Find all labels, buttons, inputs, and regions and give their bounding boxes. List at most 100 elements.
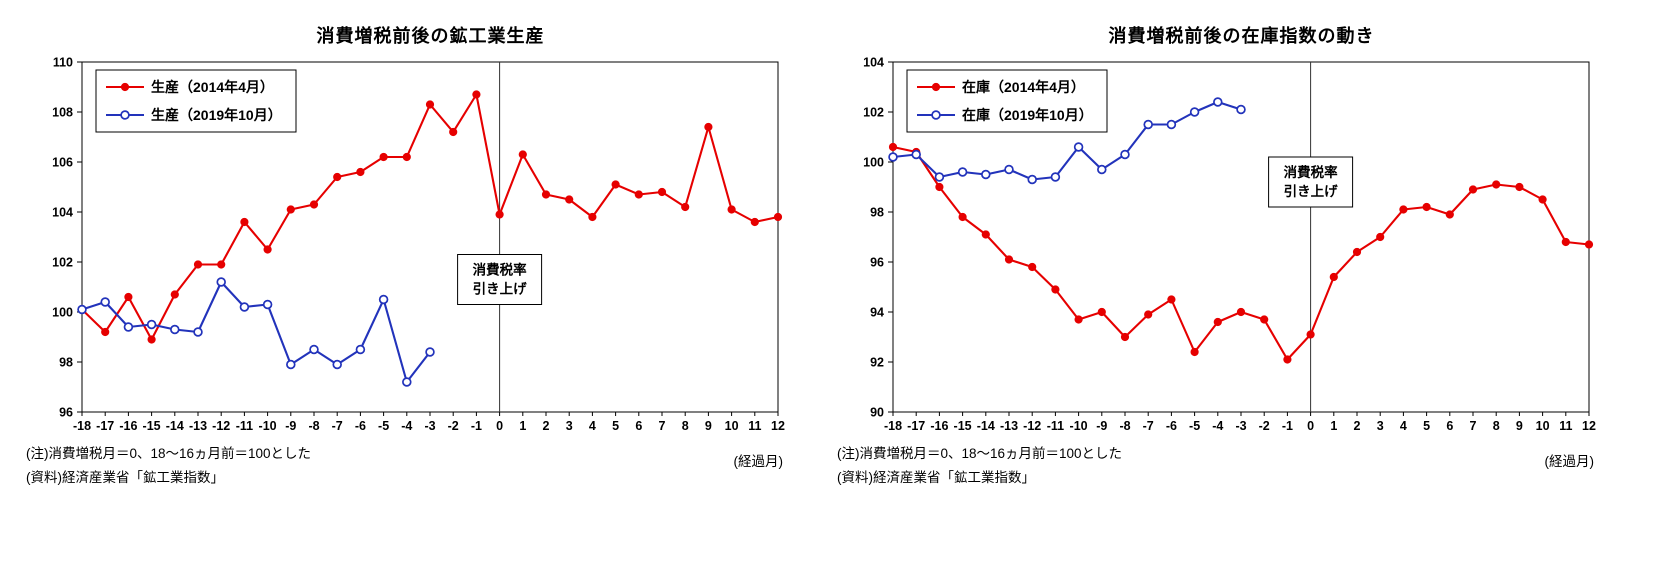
svg-text:生産（2014年4月）: 生産（2014年4月） bbox=[151, 79, 274, 95]
svg-text:104: 104 bbox=[52, 206, 73, 220]
svg-text:-12: -12 bbox=[1023, 419, 1041, 433]
svg-text:-1: -1 bbox=[471, 419, 482, 433]
svg-text:11: 11 bbox=[748, 419, 761, 433]
svg-text:7: 7 bbox=[1470, 419, 1477, 433]
svg-text:-10: -10 bbox=[259, 419, 277, 433]
svg-text:106: 106 bbox=[52, 156, 73, 170]
svg-text:-2: -2 bbox=[1259, 419, 1270, 433]
svg-text:110: 110 bbox=[53, 56, 73, 70]
chart-title-production: 消費増税前後の鉱工業生産 bbox=[316, 26, 545, 46]
svg-text:9: 9 bbox=[705, 419, 712, 433]
chart-footer-production: (注)消費増税月＝0、18～16ヵ月前＝100とした (資料)経済産業省「鉱工業… bbox=[22, 442, 797, 489]
svg-text:5: 5 bbox=[1423, 419, 1430, 433]
panel-industrial-production: 消費増税前後の鉱工業生産 96 98 100 102 104 106 108 110 -18 -1… bbox=[22, 16, 797, 574]
svg-text:-8: -8 bbox=[1119, 419, 1130, 433]
svg-text:6: 6 bbox=[635, 419, 642, 433]
svg-text:-6: -6 bbox=[355, 419, 366, 433]
svg-text:-9: -9 bbox=[285, 419, 296, 433]
svg-text:2: 2 bbox=[1354, 419, 1361, 433]
svg-text:-5: -5 bbox=[378, 419, 389, 433]
svg-text:102: 102 bbox=[863, 106, 884, 120]
chart-notes-production: (注)消費増税月＝0、18～16ヵ月前＝100とした (資料)経済産業省「鉱工業… bbox=[26, 442, 311, 489]
svg-text:-12: -12 bbox=[212, 419, 230, 433]
svg-text:-16: -16 bbox=[119, 419, 137, 433]
svg-text:98: 98 bbox=[59, 356, 73, 370]
svg-text:-3: -3 bbox=[424, 419, 435, 433]
svg-text:-1: -1 bbox=[1282, 419, 1293, 433]
svg-text:10: 10 bbox=[1536, 419, 1550, 433]
svg-text:2: 2 bbox=[543, 419, 550, 433]
svg-text:8: 8 bbox=[1493, 419, 1500, 433]
svg-text:90: 90 bbox=[870, 406, 884, 420]
svg-text:-7: -7 bbox=[1143, 419, 1154, 433]
svg-text:96: 96 bbox=[59, 406, 73, 420]
panel-inventory-index: 消費増税前後の在庫指数の動き 90 92 94 96 98 100 102 104 -18 -17… bbox=[833, 16, 1608, 574]
chart-footer-inventory: (注)消費増税月＝0、18～16ヵ月前＝100とした (資料)経済産業省「鉱工業… bbox=[833, 442, 1608, 489]
svg-text:-6: -6 bbox=[1166, 419, 1177, 433]
svg-text:0: 0 bbox=[1307, 419, 1314, 433]
svg-text:8: 8 bbox=[682, 419, 689, 433]
note-source-production: (資料)経済産業省「鉱工業指数」 bbox=[26, 469, 224, 485]
note-definition-production: (注)消費増税月＝0、18～16ヵ月前＝100とした bbox=[26, 446, 312, 461]
chart-title-inventory: 消費増税前後の在庫指数の動き bbox=[1108, 26, 1375, 46]
svg-text:-17: -17 bbox=[907, 419, 925, 433]
svg-text:100: 100 bbox=[863, 156, 884, 170]
svg-text:生産（2019年10月）: 生産（2019年10月） bbox=[151, 107, 282, 123]
svg-text:-11: -11 bbox=[1047, 419, 1064, 433]
svg-text:-13: -13 bbox=[1000, 419, 1018, 433]
svg-text:-18: -18 bbox=[73, 419, 91, 433]
svg-text:-4: -4 bbox=[1212, 419, 1223, 433]
svg-text:-5: -5 bbox=[1189, 419, 1200, 433]
svg-text:9: 9 bbox=[1516, 419, 1523, 433]
svg-text:0: 0 bbox=[496, 419, 503, 433]
svg-text:104: 104 bbox=[863, 56, 884, 70]
svg-text:-7: -7 bbox=[332, 419, 343, 433]
note-definition-inventory: (注)消費増税月＝0、18～16ヵ月前＝100とした bbox=[837, 446, 1123, 461]
svg-text:-15: -15 bbox=[954, 419, 972, 433]
svg-text:92: 92 bbox=[870, 356, 884, 370]
svg-text:引き上げ: 引き上げ bbox=[1284, 184, 1338, 199]
svg-text:-8: -8 bbox=[308, 419, 319, 433]
svg-text:-9: -9 bbox=[1096, 419, 1107, 433]
svg-text:-14: -14 bbox=[166, 419, 184, 433]
svg-text:-13: -13 bbox=[189, 419, 207, 433]
svg-text:98: 98 bbox=[870, 206, 884, 220]
svg-text:消費税率: 消費税率 bbox=[1284, 164, 1338, 180]
x-axis-unit-production: (経過月) bbox=[733, 454, 784, 469]
svg-text:12: 12 bbox=[771, 419, 785, 433]
svg-text:引き上げ: 引き上げ bbox=[473, 282, 527, 297]
svg-text:-3: -3 bbox=[1235, 419, 1246, 433]
svg-text:-17: -17 bbox=[96, 419, 114, 433]
svg-text:94: 94 bbox=[870, 306, 884, 320]
svg-text:-18: -18 bbox=[884, 419, 902, 433]
svg-text:5: 5 bbox=[612, 419, 619, 433]
svg-text:7: 7 bbox=[659, 419, 666, 433]
svg-text:12: 12 bbox=[1582, 419, 1596, 433]
svg-text:6: 6 bbox=[1446, 419, 1453, 433]
svg-text:1: 1 bbox=[519, 419, 526, 433]
svg-text:11: 11 bbox=[1559, 419, 1572, 433]
svg-text:4: 4 bbox=[1400, 419, 1407, 433]
svg-text:-11: -11 bbox=[236, 419, 253, 433]
svg-text:108: 108 bbox=[52, 106, 73, 120]
svg-text:100: 100 bbox=[52, 306, 73, 320]
svg-text:-4: -4 bbox=[401, 419, 412, 433]
svg-text:96: 96 bbox=[870, 256, 884, 270]
svg-text:1: 1 bbox=[1330, 419, 1337, 433]
note-source-inventory: (資料)経済産業省「鉱工業指数」 bbox=[837, 469, 1035, 485]
svg-text:10: 10 bbox=[725, 419, 739, 433]
svg-text:在庫（2014年4月）: 在庫（2014年4月） bbox=[962, 79, 1085, 95]
x-axis-unit-inventory: (経過月) bbox=[1544, 454, 1595, 469]
svg-text:消費税率: 消費税率 bbox=[473, 262, 527, 278]
chart-notes-inventory: (注)消費増税月＝0、18～16ヵ月前＝100とした (資料)経済産業省「鉱工業… bbox=[837, 442, 1122, 489]
svg-text:在庫（2019年10月）: 在庫（2019年10月） bbox=[962, 107, 1093, 123]
svg-text:-14: -14 bbox=[977, 419, 995, 433]
svg-text:4: 4 bbox=[589, 419, 596, 433]
svg-text:3: 3 bbox=[566, 419, 573, 433]
svg-text:-10: -10 bbox=[1070, 419, 1088, 433]
svg-text:-15: -15 bbox=[143, 419, 161, 433]
svg-text:3: 3 bbox=[1377, 419, 1384, 433]
svg-text:-2: -2 bbox=[448, 419, 459, 433]
